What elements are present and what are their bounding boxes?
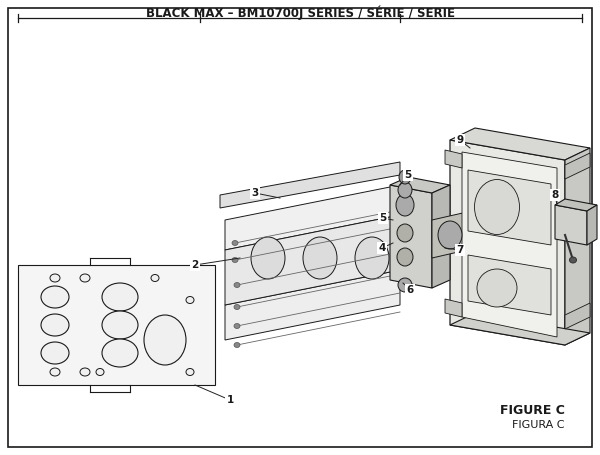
Ellipse shape: [397, 224, 413, 242]
Ellipse shape: [186, 297, 194, 303]
Ellipse shape: [475, 180, 520, 234]
Ellipse shape: [50, 368, 60, 376]
Ellipse shape: [251, 237, 285, 279]
Text: 2: 2: [191, 260, 199, 270]
Polygon shape: [565, 148, 590, 345]
Ellipse shape: [151, 274, 159, 282]
Polygon shape: [390, 177, 450, 193]
Polygon shape: [432, 212, 467, 258]
Polygon shape: [225, 215, 400, 305]
Polygon shape: [450, 140, 565, 345]
Polygon shape: [565, 153, 590, 179]
Polygon shape: [450, 313, 590, 345]
Ellipse shape: [234, 283, 240, 288]
Ellipse shape: [41, 342, 69, 364]
Text: FIGURE C: FIGURE C: [500, 404, 565, 416]
Polygon shape: [432, 185, 450, 288]
Polygon shape: [587, 205, 597, 245]
Ellipse shape: [41, 314, 69, 336]
Text: 1: 1: [226, 395, 233, 405]
Ellipse shape: [477, 269, 517, 307]
Polygon shape: [225, 185, 400, 250]
Ellipse shape: [234, 343, 240, 348]
Ellipse shape: [398, 182, 412, 198]
Text: 8: 8: [551, 190, 559, 200]
Ellipse shape: [232, 241, 238, 246]
Ellipse shape: [234, 324, 240, 329]
Ellipse shape: [50, 274, 60, 282]
Ellipse shape: [569, 257, 577, 263]
Polygon shape: [450, 128, 590, 160]
Text: BLACK MAX – BM10700J SERIES / SÉRIE / SERIE: BLACK MAX – BM10700J SERIES / SÉRIE / SE…: [146, 6, 455, 20]
Polygon shape: [225, 270, 400, 340]
Text: 5: 5: [404, 170, 412, 180]
Ellipse shape: [102, 339, 138, 367]
Ellipse shape: [355, 237, 389, 279]
Text: FIGURA C: FIGURA C: [512, 420, 565, 430]
Polygon shape: [565, 303, 590, 329]
Ellipse shape: [96, 369, 104, 375]
Ellipse shape: [234, 304, 240, 309]
Ellipse shape: [80, 274, 90, 282]
Polygon shape: [555, 199, 597, 211]
Ellipse shape: [438, 221, 462, 249]
Polygon shape: [555, 205, 587, 245]
Polygon shape: [468, 255, 551, 315]
Text: 9: 9: [457, 135, 464, 145]
Polygon shape: [462, 152, 557, 337]
Ellipse shape: [186, 369, 194, 375]
Text: 5: 5: [379, 213, 386, 223]
Polygon shape: [468, 170, 551, 245]
Ellipse shape: [41, 286, 69, 308]
Text: 3: 3: [251, 188, 259, 198]
Polygon shape: [445, 150, 462, 168]
Ellipse shape: [303, 237, 337, 279]
Ellipse shape: [102, 311, 138, 339]
Ellipse shape: [398, 278, 412, 292]
Text: 6: 6: [406, 285, 413, 295]
Ellipse shape: [396, 194, 414, 216]
Ellipse shape: [399, 170, 411, 184]
Ellipse shape: [232, 258, 238, 263]
Polygon shape: [220, 162, 400, 208]
Polygon shape: [445, 299, 462, 317]
Text: 4: 4: [379, 243, 386, 253]
Ellipse shape: [144, 315, 186, 365]
Ellipse shape: [397, 248, 413, 266]
Text: 7: 7: [457, 245, 464, 255]
Polygon shape: [18, 265, 215, 385]
Ellipse shape: [102, 283, 138, 311]
Polygon shape: [390, 185, 432, 288]
Ellipse shape: [80, 368, 90, 376]
